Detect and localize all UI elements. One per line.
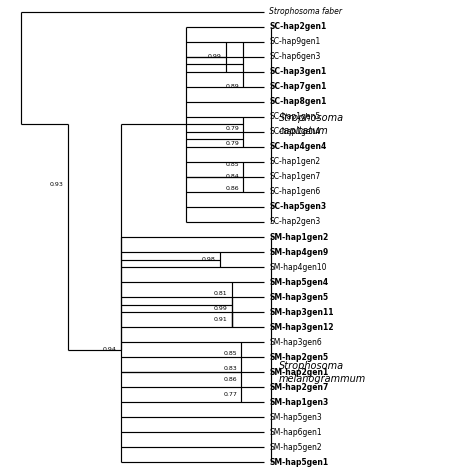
Text: SM-hap6gen1: SM-hap6gen1 bbox=[270, 428, 322, 437]
Text: SM-hap3gen12: SM-hap3gen12 bbox=[270, 323, 334, 332]
Text: 0.83: 0.83 bbox=[223, 366, 237, 371]
Text: 0.85: 0.85 bbox=[223, 351, 237, 356]
Text: 0.77: 0.77 bbox=[223, 392, 237, 397]
Text: 0.99: 0.99 bbox=[208, 54, 222, 59]
Text: SM-hap5gen3: SM-hap5gen3 bbox=[270, 413, 322, 422]
Text: SM-hap3gen5: SM-hap3gen5 bbox=[270, 292, 328, 301]
Text: SC-hap1gen2: SC-hap1gen2 bbox=[270, 157, 320, 166]
Text: SC-hap4gen4: SC-hap4gen4 bbox=[270, 142, 327, 151]
Text: SM-hap4gen10: SM-hap4gen10 bbox=[270, 263, 327, 272]
Text: 0.81: 0.81 bbox=[214, 291, 227, 296]
Text: 0.79: 0.79 bbox=[225, 126, 239, 131]
Text: 0.79: 0.79 bbox=[225, 141, 239, 146]
Text: 0.93: 0.93 bbox=[49, 182, 63, 187]
Text: 0.84: 0.84 bbox=[226, 174, 239, 180]
Text: SC-hap3gen1: SC-hap3gen1 bbox=[270, 67, 327, 76]
Text: SC-hap2gen3: SC-hap2gen3 bbox=[270, 218, 321, 227]
Text: Strophosoma
capitatum: Strophosoma capitatum bbox=[279, 113, 344, 136]
Text: 0.91: 0.91 bbox=[213, 317, 227, 322]
Text: SC-hap7gen1: SC-hap7gen1 bbox=[270, 82, 327, 91]
Text: SC-hap5gen3: SC-hap5gen3 bbox=[270, 202, 327, 211]
Text: SM-hap5gen1: SM-hap5gen1 bbox=[270, 458, 328, 467]
Text: SM-hap2gen7: SM-hap2gen7 bbox=[270, 383, 329, 392]
Text: SC-hap2gen1: SC-hap2gen1 bbox=[270, 22, 327, 31]
Text: SC-hap1gen7: SC-hap1gen7 bbox=[270, 173, 321, 182]
Text: SC-hap6gen3: SC-hap6gen3 bbox=[270, 52, 321, 61]
Text: SM-hap1gen2: SM-hap1gen2 bbox=[270, 233, 329, 241]
Text: Strophosoma
melanogrammum: Strophosoma melanogrammum bbox=[279, 361, 366, 384]
Text: SM-hap2gen1: SM-hap2gen1 bbox=[270, 368, 329, 377]
Text: SC-hap8gen1: SC-hap8gen1 bbox=[270, 97, 327, 106]
Text: 0.86: 0.86 bbox=[223, 377, 237, 382]
Text: SC-hap1gen6: SC-hap1gen6 bbox=[270, 187, 321, 196]
Text: SM-hap3gen6: SM-hap3gen6 bbox=[270, 337, 322, 346]
Text: SC-hap1gen5: SC-hap1gen5 bbox=[270, 112, 321, 121]
Text: 0.94: 0.94 bbox=[102, 347, 116, 352]
Text: SM-hap4gen9: SM-hap4gen9 bbox=[270, 247, 329, 256]
Text: SC-hap9gen1: SC-hap9gen1 bbox=[270, 37, 321, 46]
Text: SM-hap5gen4: SM-hap5gen4 bbox=[270, 278, 328, 287]
Text: SM-hap5gen2: SM-hap5gen2 bbox=[270, 443, 322, 452]
Text: 0.85: 0.85 bbox=[226, 163, 239, 167]
Text: SM-hap1gen3: SM-hap1gen3 bbox=[270, 398, 329, 407]
Text: 0.86: 0.86 bbox=[226, 186, 239, 191]
Text: SM-hap3gen11: SM-hap3gen11 bbox=[270, 308, 334, 317]
Text: 0.98: 0.98 bbox=[201, 257, 215, 262]
Text: SM-hap2gen5: SM-hap2gen5 bbox=[270, 353, 328, 362]
Text: SC-hap1gen4: SC-hap1gen4 bbox=[270, 128, 321, 137]
Text: Strophosoma faber: Strophosoma faber bbox=[270, 7, 343, 16]
Text: 0.89: 0.89 bbox=[226, 84, 239, 89]
Text: 0.99: 0.99 bbox=[213, 306, 227, 311]
